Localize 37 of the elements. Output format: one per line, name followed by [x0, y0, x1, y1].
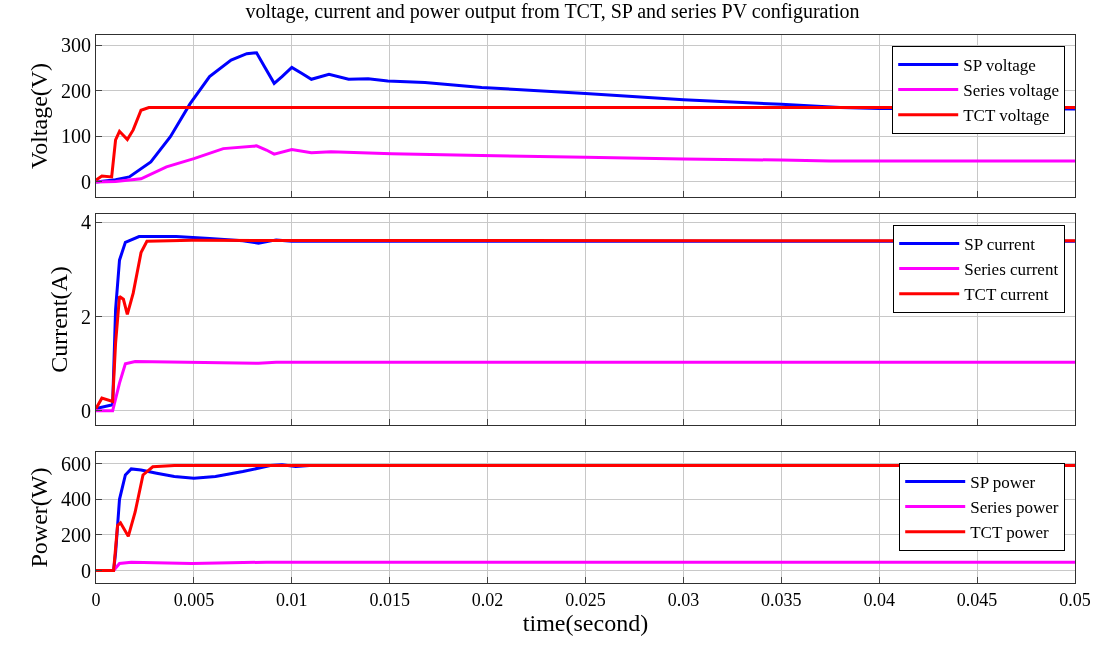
x-axis-title: time(second)	[522, 609, 649, 636]
legend-label: SP voltage	[963, 56, 1036, 76]
y-tick-label: 2	[81, 305, 91, 328]
y-axis-title: Power(W)	[26, 467, 53, 568]
legend-label: SP power	[970, 473, 1036, 493]
y-tick-label: 200	[61, 523, 91, 546]
x-tick-label: 0.02	[471, 589, 504, 610]
legend-label: SP current	[964, 235, 1036, 255]
legend-label: TCT power	[970, 523, 1050, 543]
y-axis-title: Voltage(V)	[26, 62, 53, 170]
legend-label: TCT current	[964, 285, 1049, 305]
x-tick-label: 0.03	[667, 589, 700, 610]
x-tick-label: 0.015	[369, 589, 410, 610]
legend-label: TCT voltage	[963, 106, 1050, 126]
x-tick-label: 0.035	[761, 589, 802, 610]
line-series	[96, 144, 1075, 184]
y-tick-label: 0	[81, 170, 91, 193]
chart-title: voltage, current and power output from TCT, SP and series PV configuration	[245, 0, 860, 23]
legend-label: Series voltage	[963, 81, 1060, 101]
y-tick-label: 300	[61, 34, 91, 57]
x-tick-label: 0.01	[276, 589, 308, 610]
y-axis-title: Current(A)	[46, 266, 73, 373]
y-tick-label: 600	[61, 452, 91, 475]
y-tick-label: 200	[61, 79, 91, 102]
x-tick-label: 0.005	[173, 589, 215, 610]
y-tick-label: 100	[61, 125, 91, 148]
legend-label: Series power	[970, 498, 1059, 518]
x-tick-label: 0.045	[956, 589, 998, 610]
x-tick-label: 0.05	[1059, 589, 1091, 610]
line-series	[96, 359, 1075, 413]
y-tick-label: 400	[61, 488, 91, 511]
x-tick-label: 0.025	[565, 589, 606, 610]
y-tick-label: 0	[81, 399, 91, 422]
y-tick-label: 0	[81, 559, 91, 582]
legend-label: Series current	[964, 260, 1059, 280]
x-tick-label: 0.04	[863, 589, 895, 610]
y-tick-label: 4	[81, 211, 91, 234]
